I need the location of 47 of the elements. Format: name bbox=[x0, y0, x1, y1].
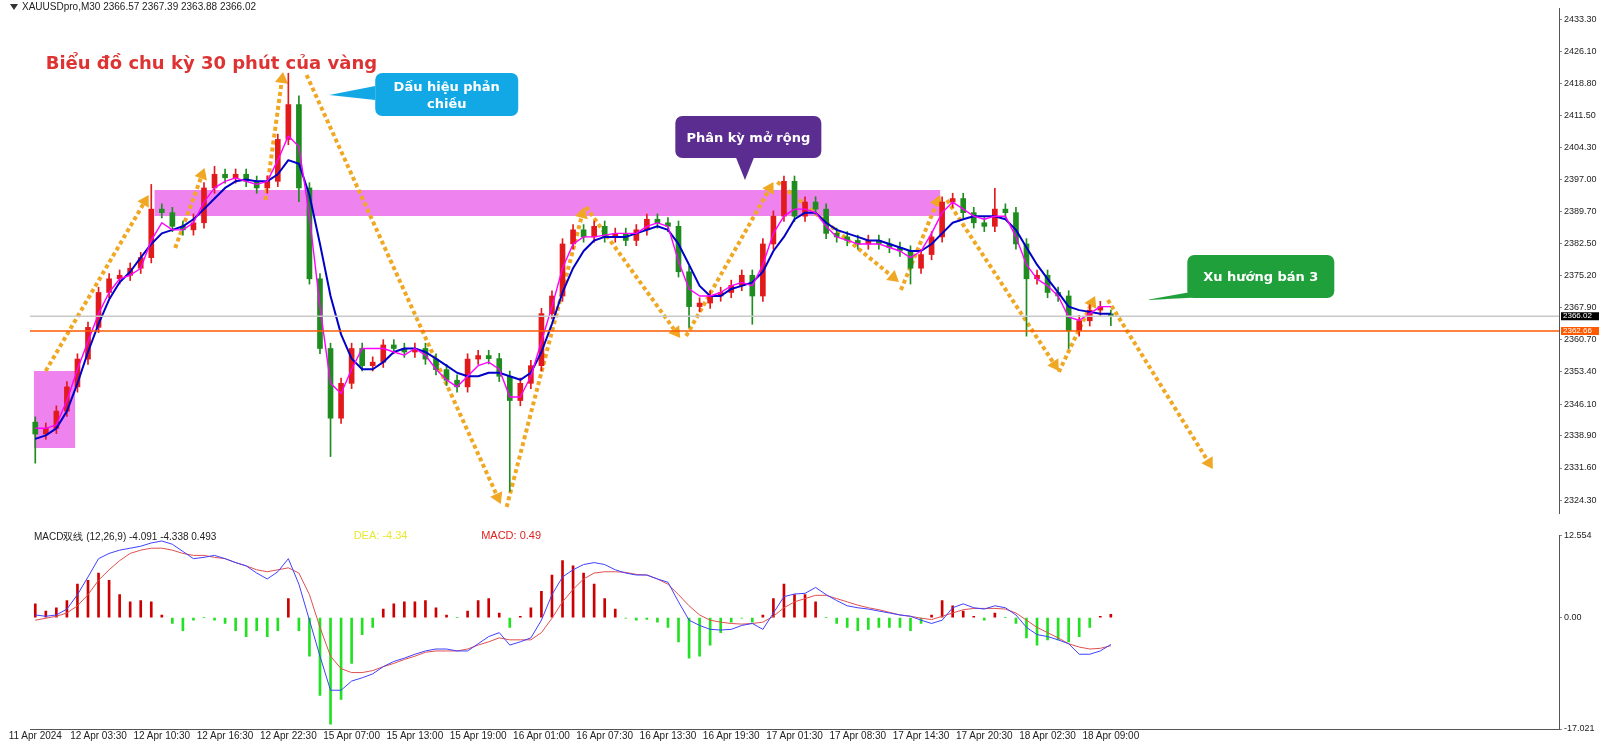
y-tick-label: 2367.90 bbox=[1564, 302, 1597, 313]
ref-line-label: 2366.02 bbox=[1563, 311, 1593, 321]
annotation: MACD: 0.49 bbox=[481, 529, 542, 541]
text: Biểu đồ chu kỳ 30 phút của vàng bbox=[45, 52, 378, 73]
annotation: Dấu hiệu phản chiều bbox=[375, 73, 519, 116]
y-tick-label: 0.00 bbox=[1564, 612, 1582, 623]
annotation: Xu hướng bán 3 bbox=[1187, 255, 1335, 298]
y-tick-label: 2324.30 bbox=[1564, 494, 1597, 505]
annotation: Phân kỳ mở rộng bbox=[675, 116, 822, 158]
x-tick-label: 15 Apr 07:00 bbox=[323, 729, 381, 741]
y-tick-label: 2426.10 bbox=[1564, 45, 1597, 56]
x-tick-label: 17 Apr 08:30 bbox=[829, 729, 887, 741]
x-tick-label: 15 Apr 13:00 bbox=[386, 729, 444, 741]
x-tick-label: 17 Apr 01:30 bbox=[766, 729, 824, 741]
x-tick-label: 12 Apr 22:30 bbox=[259, 729, 318, 741]
x-tick-label: 12 Apr 16:30 bbox=[196, 729, 254, 741]
x-tick-label: 16 Apr 07:30 bbox=[576, 729, 634, 741]
x-tick-label: 16 Apr 13:30 bbox=[639, 729, 697, 741]
y-tick-label: 2346.10 bbox=[1564, 398, 1597, 409]
y-tick-label: 2360.70 bbox=[1564, 334, 1597, 345]
y-tick-label: 2397.00 bbox=[1564, 174, 1597, 185]
x-tick-label: 16 Apr 01:00 bbox=[513, 729, 571, 741]
x-tick-label: 11 Apr 2024 bbox=[8, 729, 63, 741]
x-tick-label: 17 Apr 14:30 bbox=[892, 729, 950, 741]
y-tick-label: 2375.20 bbox=[1564, 270, 1597, 281]
x-tick-label: 17 Apr 20:30 bbox=[955, 729, 1014, 741]
x-tick-label: 18 Apr 09:00 bbox=[1082, 729, 1140, 741]
y-tick-label: 2411.50 bbox=[1564, 110, 1596, 121]
y-tick-label: 2353.40 bbox=[1564, 366, 1597, 377]
y-tick-label: -17.021 bbox=[1564, 723, 1595, 734]
x-tick-label: 12 Apr 03:30 bbox=[70, 729, 128, 741]
chart-subtitle: MACD双线 (12,26,9) -4.091 -4.338 0.493 bbox=[34, 530, 217, 544]
annotation: DEA: -4.34 bbox=[353, 529, 408, 541]
y-tick-label: 2418.80 bbox=[1564, 77, 1597, 88]
y-tick-label: 2338.90 bbox=[1564, 430, 1597, 441]
y-tick-label: 2331.60 bbox=[1564, 462, 1597, 473]
y-tick-label: 2404.30 bbox=[1564, 141, 1597, 152]
y-tick-label: 2389.70 bbox=[1564, 206, 1597, 217]
y-tick-label: 12.554 bbox=[1564, 529, 1592, 540]
ref-line-label: 2362.66 bbox=[1563, 326, 1593, 336]
y-tick-label: 2382.50 bbox=[1564, 238, 1597, 248]
x-tick-label: 12 Apr 10:30 bbox=[133, 729, 191, 741]
x-tick-label: 16 Apr 19:30 bbox=[702, 729, 761, 741]
x-tick-label: 15 Apr 19:00 bbox=[449, 729, 507, 741]
chart-subtitle: XAUUSDpro,M30 2366.57 2367.39 2363.88 2366.02 bbox=[22, 1, 257, 12]
y-tick-label: 2433.30 bbox=[1564, 13, 1597, 24]
x-tick-label: 18 Apr 02:30 bbox=[1019, 729, 1077, 741]
